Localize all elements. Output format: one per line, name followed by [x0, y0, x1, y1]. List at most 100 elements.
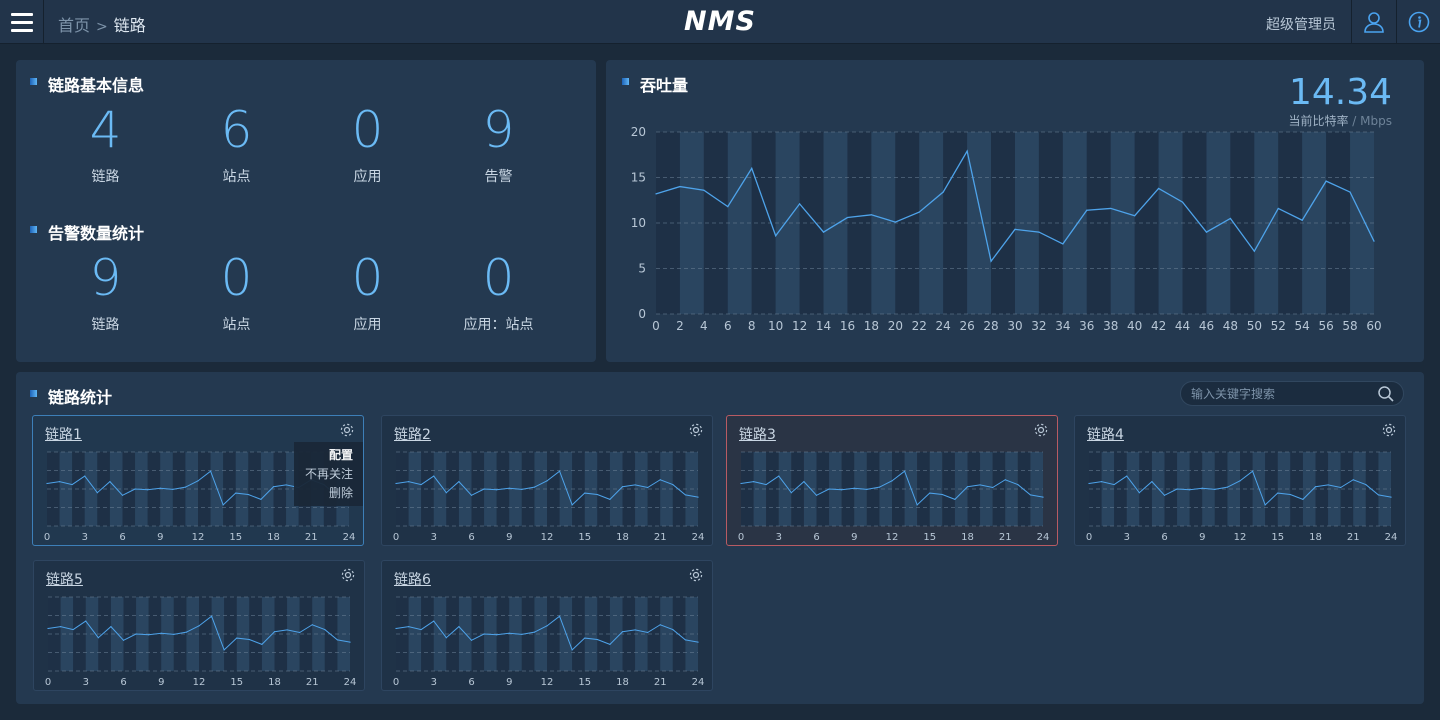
data-point — [273, 631, 276, 633]
data-point — [1390, 496, 1392, 498]
menu-icon[interactable] — [0, 0, 44, 44]
data-point — [546, 625, 548, 627]
x-tick-label: 9 — [506, 677, 512, 688]
x-tick-label: 21 — [1347, 532, 1360, 543]
data-point — [558, 615, 561, 617]
data-point — [433, 475, 435, 477]
data-point — [97, 637, 99, 639]
gear-icon[interactable] — [1381, 422, 1397, 438]
data-point — [903, 470, 906, 472]
breadcrumb-separator: > — [96, 19, 108, 35]
x-tick-label: 20 — [888, 319, 903, 333]
x-tick-label: 44 — [1175, 319, 1190, 333]
gear-icon[interactable] — [339, 422, 355, 438]
data-point — [679, 186, 681, 188]
data-point — [828, 488, 830, 490]
y-tick-label: 10 — [631, 216, 646, 230]
link-card-title[interactable]: 链路5 — [46, 572, 83, 588]
x-tick-label: 9 — [157, 532, 163, 543]
data-point — [209, 470, 212, 472]
data-point — [1377, 494, 1380, 496]
x-tick-label: 34 — [1055, 319, 1070, 333]
x-tick-label: 0 — [1086, 532, 1092, 543]
link-card-2[interactable]: 链路2 0 3 6 9 12 15 18 21 24 — [381, 415, 713, 546]
x-tick-label: 12 — [541, 532, 554, 543]
gear-icon[interactable] — [1033, 422, 1049, 438]
data-point — [483, 488, 485, 490]
user-name[interactable]: 超级管理员 — [1266, 17, 1336, 33]
x-tick-label: 24 — [692, 677, 704, 688]
data-point — [496, 634, 498, 636]
menu-item-delete[interactable]: 删除 — [328, 486, 353, 500]
x-tick-label: 21 — [654, 532, 667, 543]
x-tick-label: 10 — [768, 319, 783, 333]
data-point — [751, 167, 753, 169]
x-tick-label: 50 — [1247, 319, 1262, 333]
info-icon[interactable] — [1396, 0, 1440, 44]
link-card-title[interactable]: 链路4 — [1087, 427, 1124, 443]
data-point — [1340, 486, 1342, 489]
x-tick-label: 15 — [923, 532, 936, 543]
x-tick-label: 0 — [45, 677, 51, 688]
data-point — [655, 193, 657, 195]
gear-icon[interactable] — [688, 567, 704, 583]
data-point — [647, 631, 649, 634]
link-card-5[interactable]: 链路5 0 3 6 9 12 15 18 21 24 — [33, 560, 365, 691]
data-point — [261, 643, 263, 645]
x-tick-label: 0 — [393, 677, 399, 688]
data-point — [285, 484, 287, 486]
stat-label: 应用 — [353, 317, 382, 333]
link-card-6[interactable]: 链路6 0 3 6 9 12 15 18 21 24 — [381, 560, 713, 691]
link-card-3[interactable]: 链路3 0 3 6 9 12 15 18 21 24 — [726, 415, 1058, 546]
data-point — [1226, 486, 1229, 488]
data-point — [210, 615, 213, 617]
breadcrumb-home[interactable]: 首页 — [58, 16, 91, 35]
x-tick-label: 0 — [738, 532, 744, 543]
throughput-title: 吞吐量 — [622, 72, 688, 96]
menu-item-config[interactable]: 配置 — [328, 448, 353, 462]
stat-label: 站点 — [222, 169, 251, 185]
data-point — [634, 629, 636, 631]
data-point — [1373, 240, 1375, 242]
x-tick-label: 18 — [961, 532, 974, 543]
data-point — [571, 504, 573, 506]
data-point — [407, 481, 410, 483]
link-stats-title: 链路统计 — [30, 384, 112, 408]
y-tick-label: 0 — [638, 307, 646, 321]
data-point — [1158, 187, 1160, 190]
x-tick-label: 15 — [229, 532, 242, 543]
data-point — [1017, 483, 1019, 486]
x-tick-label: 42 — [1151, 319, 1166, 333]
x-tick-label: 16 — [840, 319, 855, 333]
data-point — [1100, 481, 1103, 483]
link-mini-chart: 0 3 6 9 12 15 18 21 24 — [44, 451, 355, 543]
x-tick-label: 38 — [1103, 319, 1118, 333]
gear-icon[interactable] — [340, 567, 356, 583]
x-tick-label: 12 — [193, 677, 206, 688]
data-point — [521, 633, 523, 635]
alarm-stat-app-sites: 0 应用：站点 — [433, 250, 564, 334]
data-point — [184, 486, 187, 488]
link-card-title[interactable]: 链路1 — [45, 427, 82, 443]
current-bitrate-value: 14.34 — [1288, 72, 1392, 113]
stat-value: 0 — [351, 101, 384, 159]
search-input[interactable] — [1191, 385, 1371, 403]
link-card-title[interactable]: 链路3 — [739, 427, 776, 443]
top-bar: 首页 > 链路 NMS 超级管理员 — [0, 0, 1440, 44]
data-point — [966, 486, 969, 488]
data-point — [609, 498, 611, 500]
data-point — [1325, 180, 1327, 182]
gear-icon[interactable] — [688, 422, 704, 438]
user-icon[interactable] — [1351, 0, 1395, 44]
data-point — [483, 633, 485, 635]
x-tick-label: 6 — [724, 319, 732, 333]
link-card-title[interactable]: 链路6 — [394, 572, 431, 588]
search-icon[interactable] — [1377, 385, 1395, 403]
data-point — [870, 214, 872, 216]
stat-alarms: 9 告警 — [433, 102, 564, 186]
current-bitrate-label: 当前比特率 — [1288, 114, 1349, 128]
link-card-title[interactable]: 链路2 — [394, 427, 431, 443]
link-card-4[interactable]: 链路4 0 3 6 9 12 15 18 21 24 — [1074, 415, 1406, 546]
menu-item-unfollow[interactable]: 不再关注 — [304, 467, 353, 481]
x-tick-label: 8 — [748, 319, 756, 333]
